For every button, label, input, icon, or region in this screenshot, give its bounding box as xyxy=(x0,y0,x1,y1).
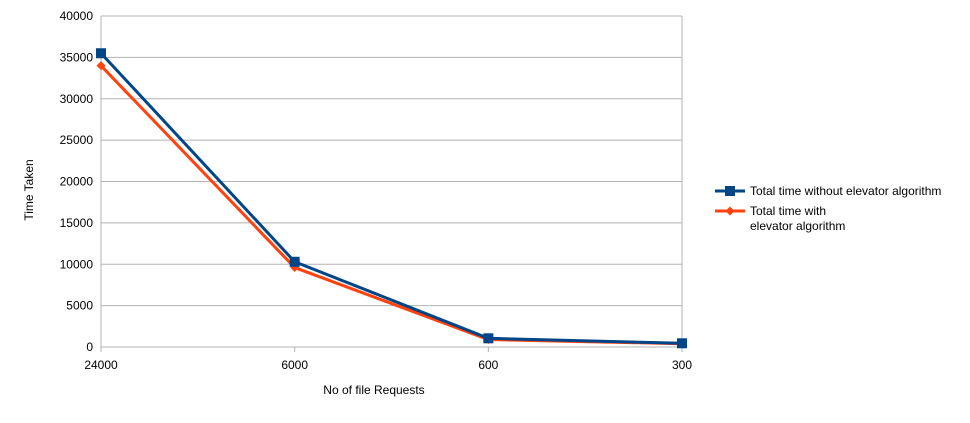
x-tick-label: 600 xyxy=(478,358,498,372)
legend-label: elevator algorithm xyxy=(750,219,845,233)
legend: Total time without elevator algorithm Tot… xyxy=(715,184,941,233)
y-tick-label: 15000 xyxy=(60,216,94,230)
series-line xyxy=(99,51,684,345)
legend-label: Total time with xyxy=(750,204,826,218)
y-tick-label: 0 xyxy=(86,340,93,354)
legend-swatch-marker xyxy=(725,206,735,216)
x-axis-title: No of file Requests xyxy=(323,383,424,397)
y-tick-label: 35000 xyxy=(60,50,94,64)
data-point xyxy=(96,61,106,71)
x-tick-label: 300 xyxy=(672,358,692,372)
y-tick-label: 20000 xyxy=(60,175,94,189)
legend-label: Total time without elevator algorithm xyxy=(750,184,941,198)
data-point xyxy=(96,48,106,59)
series-line xyxy=(99,64,684,346)
y-tick-label: 40000 xyxy=(60,9,94,23)
series-1 xyxy=(96,48,687,349)
axes: 0 5000 10000 15000 20000 25000 30000 35000 40000… xyxy=(60,9,693,372)
grid xyxy=(100,15,683,348)
data-point xyxy=(289,256,300,267)
y-tick-label: 25000 xyxy=(60,133,94,147)
x-tick-label: 6000 xyxy=(281,358,308,372)
data-point xyxy=(483,333,494,344)
y-tick-label: 5000 xyxy=(66,299,93,313)
y-tick-label: 10000 xyxy=(60,257,94,271)
y-tick-label: 30000 xyxy=(60,92,94,106)
x-tick-label: 24000 xyxy=(84,358,118,372)
series-group xyxy=(96,48,687,349)
data-point xyxy=(677,338,687,349)
legend-swatch-marker xyxy=(725,186,735,196)
legend-item-1: Total time without elevator algorithm xyxy=(715,184,941,198)
y-axis-title: Time Taken xyxy=(22,159,36,220)
